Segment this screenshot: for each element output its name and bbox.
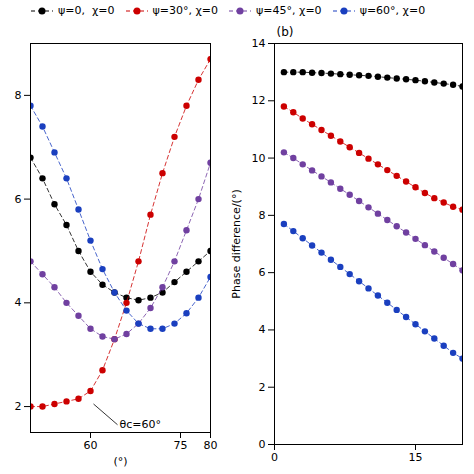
html-text:ψ=60°, χ=0: ψ=60°, χ=0	[359, 4, 426, 17]
svg-text:0: 0	[259, 438, 266, 451]
svg-text:6: 6	[15, 193, 22, 206]
svg-text:Phase difference/(°): Phase difference/(°)	[230, 189, 243, 298]
html-text:ψ=0, χ=0: ψ=0, χ=0	[58, 4, 115, 17]
svg-text:8: 8	[15, 89, 22, 102]
svg-text:75: 75	[174, 439, 188, 452]
svg-text:0: 0	[271, 451, 278, 464]
svg-text:12: 12	[252, 94, 266, 107]
svg-text:60: 60	[84, 439, 98, 452]
svg-text:(°): (°)	[113, 455, 127, 468]
svg-text:4: 4	[259, 323, 266, 336]
svg-text:14: 14	[252, 37, 266, 50]
html-text:ψ=30°, χ=0: ψ=30°, χ=0	[152, 4, 219, 17]
svg-text:80: 80	[204, 439, 218, 452]
svg-text:6: 6	[259, 266, 266, 279]
svg-text:2: 2	[15, 400, 22, 413]
svg-text:15: 15	[409, 451, 423, 464]
svg-text:10: 10	[252, 152, 266, 165]
svg-text:2: 2	[259, 381, 266, 394]
svg-text:θc=60°: θc=60°	[120, 418, 162, 431]
svg-text:4: 4	[15, 296, 22, 309]
html-text:ψ=45°, χ=0: ψ=45°, χ=0	[256, 4, 322, 17]
svg-text:8: 8	[259, 209, 266, 222]
svg-text:(b): (b)	[277, 25, 294, 39]
